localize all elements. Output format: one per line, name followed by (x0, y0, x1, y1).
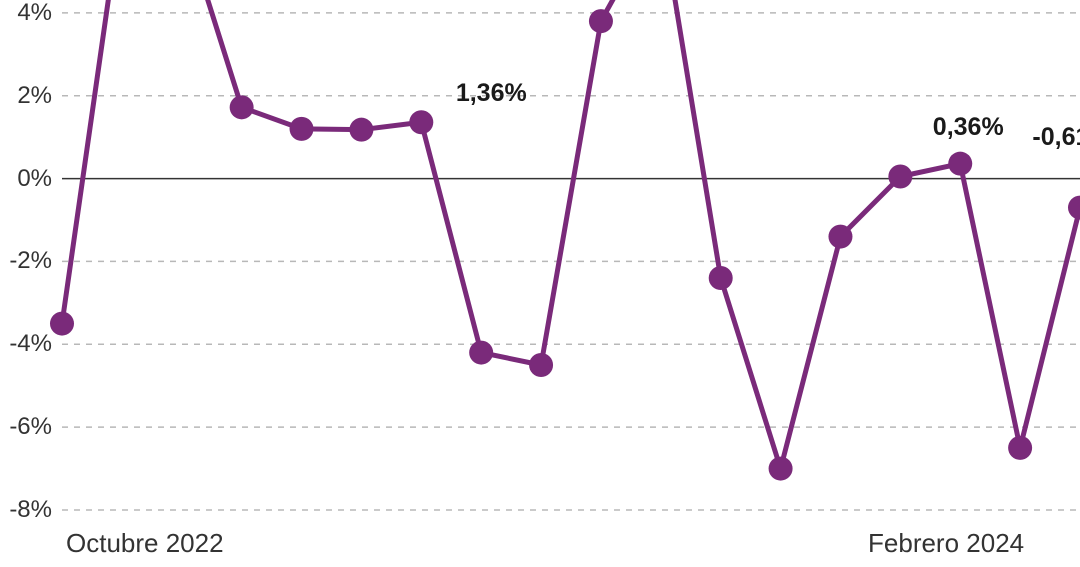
data-point (469, 341, 493, 365)
data-point (529, 353, 553, 377)
y-tick-label: -4% (9, 330, 52, 358)
chart-svg (0, 0, 1080, 567)
data-point (589, 9, 613, 33)
data-point (948, 152, 972, 176)
data-point (349, 118, 373, 142)
data-label: 1,36% (456, 79, 527, 108)
data-point (888, 165, 912, 189)
data-point (290, 117, 314, 141)
data-point (409, 110, 433, 134)
data-point (828, 225, 852, 249)
data-label: 0,36% (933, 113, 1004, 142)
y-tick-label: -6% (9, 413, 52, 441)
data-point (709, 266, 733, 290)
data-point (230, 95, 254, 119)
y-tick-label: 2% (17, 82, 52, 110)
y-tick-label: 0% (17, 165, 52, 193)
series-line (62, 0, 1080, 469)
line-chart: 4% 2% 0% -2% -4% -6% -8% Octubre 2022 Febrero 20… (0, 0, 1080, 567)
data-point (50, 312, 74, 336)
y-tick-label: -2% (9, 247, 52, 275)
data-point (769, 457, 793, 481)
y-tick-label: 4% (17, 0, 52, 27)
y-tick-label: -8% (9, 496, 52, 524)
data-point (1068, 196, 1080, 220)
data-point (1008, 436, 1032, 460)
x-axis-label: Octubre 2022 (66, 528, 224, 559)
data-label: -0,61% (1032, 123, 1080, 152)
x-axis-label: Febrero 2024 (868, 528, 1024, 559)
